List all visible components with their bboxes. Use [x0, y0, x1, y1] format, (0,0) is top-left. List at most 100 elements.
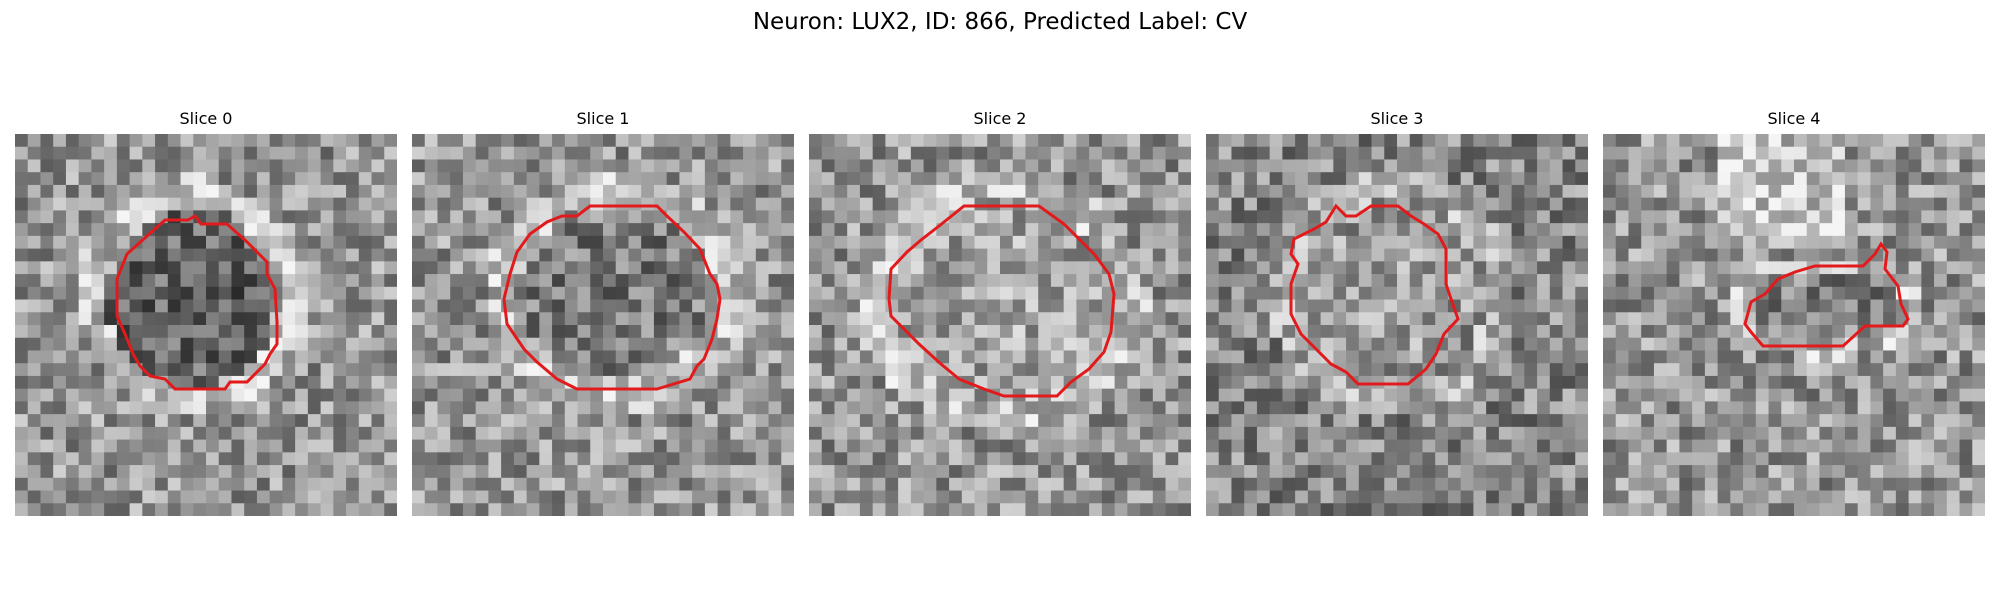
- image-pixel: [1397, 388, 1411, 402]
- image-pixel: [1231, 210, 1245, 224]
- image-pixel: [1908, 261, 1922, 275]
- image-pixel: [1384, 235, 1398, 249]
- image-pixel: [859, 477, 874, 491]
- image-pixel: [1050, 426, 1065, 440]
- image-pixel: [320, 465, 334, 479]
- image-pixel: [167, 299, 181, 313]
- image-pixel: [898, 452, 912, 466]
- image-pixel: [1870, 465, 1884, 479]
- image-pixel: [898, 350, 912, 364]
- image-pixel: [641, 363, 655, 377]
- image-pixel: [218, 388, 232, 402]
- image-pixel: [1934, 134, 1948, 148]
- image-pixel: [961, 223, 975, 237]
- image-pixel: [1473, 172, 1487, 186]
- image-pixel: [666, 248, 680, 262]
- image-pixel: [1768, 261, 1782, 275]
- image-pixel: [1256, 197, 1271, 211]
- image-pixel: [628, 261, 642, 275]
- image-pixel: [834, 184, 848, 199]
- image-pixel: [295, 299, 309, 313]
- image-pixel: [462, 299, 477, 313]
- image-pixel: [1562, 210, 1576, 224]
- image-pixel: [1921, 426, 1935, 440]
- image-pixel: [1114, 134, 1128, 148]
- image-pixel: [1269, 388, 1283, 402]
- image-pixel: [78, 235, 92, 249]
- image-pixel: [1717, 274, 1731, 288]
- image-pixel: [834, 223, 848, 237]
- image-pixel: [898, 490, 912, 504]
- image-pixel: [1908, 223, 1922, 237]
- image-pixel: [1562, 426, 1576, 440]
- image-pixel: [437, 350, 451, 364]
- image-pixel: [475, 197, 489, 211]
- image-pixel: [65, 197, 80, 211]
- image-pixel: [1063, 286, 1077, 300]
- image-pixel: [180, 375, 194, 390]
- image-pixel: [1832, 223, 1846, 237]
- image-pixel: [231, 439, 245, 453]
- image-pixel: [1218, 248, 1232, 262]
- image-pixel: [91, 274, 105, 288]
- image-pixel: [1743, 337, 1757, 351]
- image-pixel: [1282, 146, 1296, 160]
- image-pixel: [1000, 197, 1014, 211]
- image-pixel: [1127, 134, 1141, 148]
- image-pixel: [1832, 312, 1846, 326]
- image-pixel: [1025, 248, 1039, 262]
- image-pixel: [885, 299, 899, 313]
- image-pixel: [1397, 350, 1411, 364]
- image-pixel: [1384, 426, 1398, 440]
- image-pixel: [1498, 363, 1512, 377]
- image-pixel: [462, 452, 477, 466]
- image-pixel: [1346, 312, 1360, 326]
- image-pixel: [809, 325, 823, 339]
- image-pixel: [1076, 465, 1090, 479]
- image-pixel: [1089, 286, 1103, 300]
- image-pixel: [282, 401, 296, 415]
- image-pixel: [15, 465, 29, 479]
- image-pixel: [1498, 235, 1512, 249]
- image-pixel: [974, 146, 988, 160]
- image-pixel: [104, 350, 118, 364]
- image-pixel: [1743, 248, 1757, 262]
- image-pixel: [1101, 490, 1115, 504]
- image-pixel: [412, 261, 426, 275]
- image-pixel: [564, 414, 578, 428]
- image-pixel: [27, 388, 41, 402]
- image-pixel: [1781, 159, 1795, 173]
- image-pixel: [412, 312, 426, 326]
- image-pixel: [295, 172, 309, 186]
- image-pixel: [1934, 286, 1948, 300]
- image-pixel: [743, 401, 757, 415]
- image-pixel: [1819, 426, 1833, 440]
- image-pixel: [1140, 274, 1154, 288]
- image-pixel: [1755, 261, 1769, 275]
- image-pixel: [1895, 235, 1909, 249]
- image-pixel: [142, 274, 156, 288]
- image-pixel: [1832, 274, 1846, 288]
- image-pixel: [577, 261, 591, 275]
- image-pixel: [1653, 375, 1668, 390]
- image-pixel: [961, 261, 975, 275]
- image-pixel: [1870, 503, 1884, 516]
- image-pixel: [1333, 261, 1347, 275]
- image-pixel: [1127, 312, 1141, 326]
- image-pixel: [424, 312, 438, 326]
- image-pixel: [1575, 426, 1588, 440]
- image-pixel: [1959, 274, 1973, 288]
- image-pixel: [743, 146, 757, 160]
- image-pixel: [65, 337, 80, 351]
- image-pixel: [1460, 261, 1474, 275]
- image-pixel: [1269, 261, 1283, 275]
- image-pixel: [1615, 235, 1629, 249]
- image-pixel: [384, 426, 397, 440]
- image-pixel: [603, 452, 617, 466]
- image-pixel: [282, 197, 296, 211]
- image-pixel: [859, 223, 874, 237]
- image-pixel: [1000, 134, 1014, 148]
- image-pixel: [717, 414, 731, 428]
- image-pixel: [462, 375, 477, 390]
- image-pixel: [755, 146, 769, 160]
